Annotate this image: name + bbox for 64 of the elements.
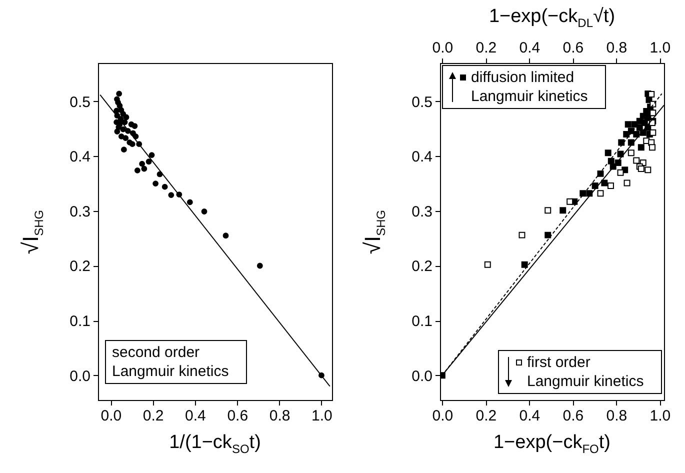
x-tick-label: 0.0 [432, 40, 454, 56]
point [566, 198, 574, 205]
y-tick-label: 0.5 [412, 94, 432, 111]
x-tick-label: 0.2 [142, 408, 164, 424]
point [633, 157, 640, 164]
y-tick-label: 0.4 [412, 148, 432, 166]
x-tick-label: 0.8 [269, 408, 290, 424]
x-tick-label: 0.4 [519, 40, 540, 56]
y-tick-label: 0.2 [412, 258, 432, 276]
legend-label: diffusion limited Langmuir kinetics [471, 68, 589, 106]
x-tick-label: 0.0 [100, 408, 122, 424]
y-tick-label: 0.4 [70, 148, 90, 166]
point [162, 184, 168, 190]
point [132, 123, 138, 129]
x-tick-label: 0.6 [227, 408, 248, 424]
x-tick-label: 1.0 [650, 40, 671, 56]
point [649, 144, 656, 151]
y-tick-label: 0.3 [412, 203, 432, 220]
x-axis-title: 1/(1−ck$_{SO}$t) [169, 432, 261, 456]
point [152, 180, 158, 186]
y-tick-label: 0.0 [412, 368, 432, 385]
point [141, 166, 148, 172]
point [484, 261, 491, 268]
point [597, 190, 604, 197]
point [123, 114, 130, 120]
x-tick-label: 0.4 [185, 408, 206, 424]
point [120, 146, 127, 153]
point [644, 166, 652, 174]
point [650, 129, 656, 136]
y-tick-label: 0.0 [70, 368, 90, 385]
point [624, 180, 630, 186]
point [146, 158, 152, 165]
point [628, 150, 634, 156]
point [617, 169, 624, 176]
point [518, 232, 526, 238]
point [118, 133, 124, 140]
x2-axis-title: 1−exp(−ck$_{DL}$√t) [488, 6, 616, 30]
point [139, 160, 146, 167]
point [168, 192, 174, 198]
x-tick-label: 0.2 [476, 40, 497, 56]
y-tick-label: 0.3 [70, 203, 90, 220]
point [186, 199, 193, 206]
point [648, 90, 655, 98]
x-tick-label: 0.6 [562, 40, 584, 56]
point [256, 262, 263, 269]
point [148, 152, 155, 158]
point [544, 207, 552, 214]
y-tick-label: 0.1 [412, 313, 432, 330]
y-tick-label: 0.1 [70, 313, 90, 330]
legend-label: first order Langmuir kinetics [527, 353, 645, 391]
point [222, 232, 229, 239]
point [201, 208, 208, 214]
x-tick-label: 1.0 [312, 408, 332, 424]
point [116, 90, 122, 97]
x-axis-title: 1−exp(−ck$_{FO}$t) [493, 432, 611, 456]
y-tick-label: 0.2 [70, 258, 90, 276]
point [122, 135, 129, 142]
x-tick-label: 0.8 [606, 40, 628, 56]
annotation: second order Langmuir kinetics [112, 343, 230, 381]
point [607, 182, 614, 189]
point [638, 166, 644, 172]
point [134, 167, 140, 174]
point [129, 141, 136, 148]
y-tick-label: 0.5 [70, 94, 90, 111]
